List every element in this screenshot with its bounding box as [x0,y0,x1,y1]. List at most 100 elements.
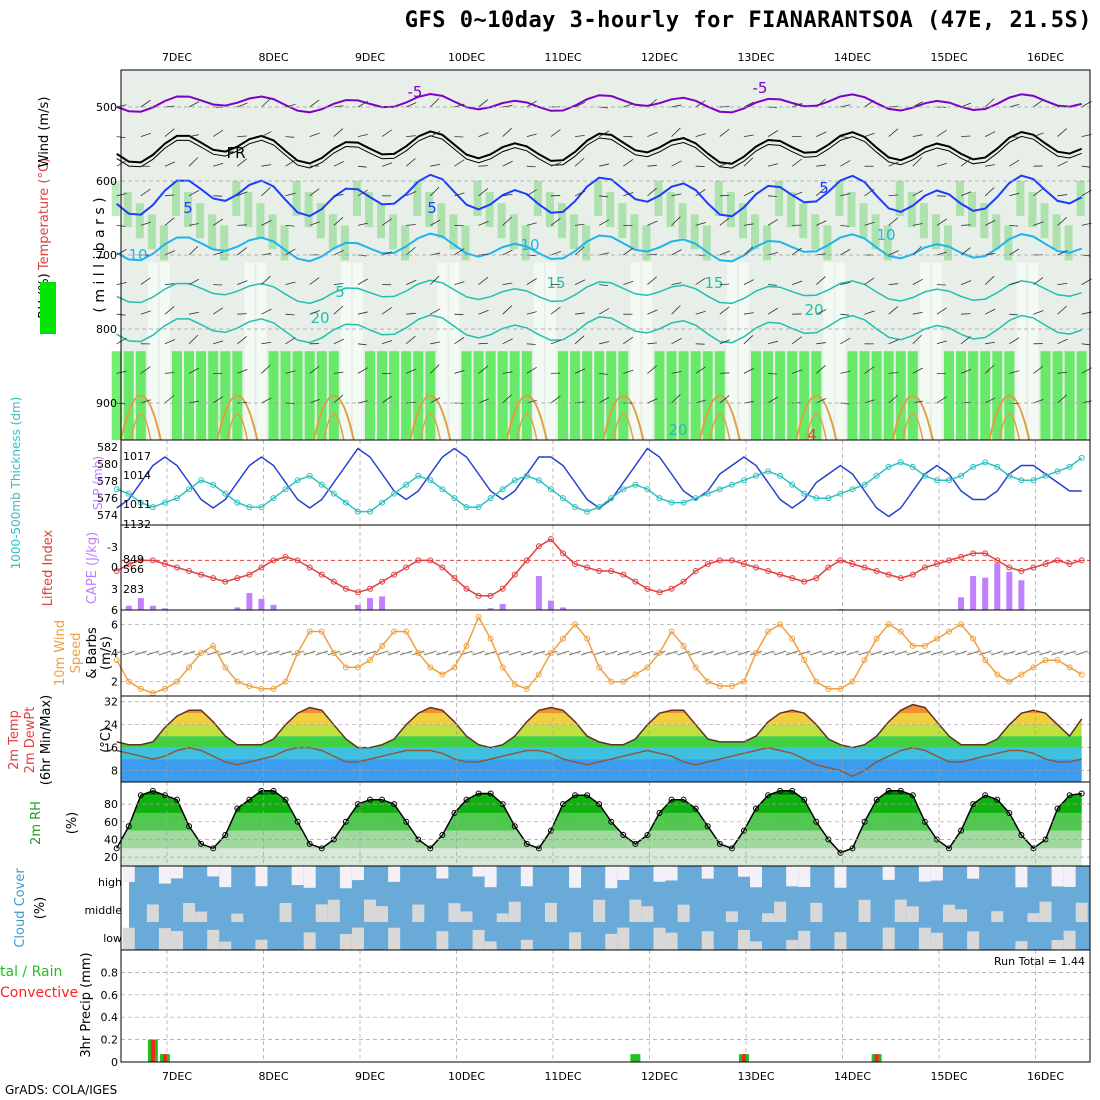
temperature-axis-label: Temperature (°C) [37,158,52,271]
thickness-line-point [994,463,1001,470]
wind-barb [840,104,851,108]
rh-cell [533,262,544,440]
thickness-line-point [1006,472,1013,479]
wind-barb [574,101,586,108]
wind-barb [285,337,296,345]
wind-speed-line-point [415,650,422,656]
rh-line-point [704,823,711,830]
wind-barb [985,253,995,256]
cloud-gap [617,866,630,880]
rh-line-point [644,832,651,839]
rh-line-point [1030,845,1037,852]
wind-barb [743,335,754,345]
wind-speed-line-point [1054,657,1061,664]
wind-barb [671,160,682,167]
contour-30 [998,413,1021,441]
li-line-point [740,560,747,567]
wind-barb [478,276,489,285]
wind-barb [116,281,127,285]
wind-speed-line-point [499,664,506,671]
cloud-gap [665,932,678,950]
contour-label: 5 [183,199,193,217]
wind-barb [430,219,441,226]
date-label-top: 12DEC [641,51,678,64]
surface-barb [472,650,485,656]
wind-barb [695,366,706,374]
wind-barb [212,218,224,226]
rh-cell-mid [618,203,627,239]
cloud-gap [943,904,955,922]
wind-barb [164,283,175,285]
thickness-line-point [149,504,156,511]
li-line-point [463,585,470,592]
rh-cell-mid [545,192,554,228]
surface-barb [508,650,521,656]
wind-barb [671,371,682,374]
wind-speed-line-point [1006,678,1013,685]
wind-barb [502,160,513,167]
rh-line-point [306,840,313,847]
rh-cell-mid [1004,225,1013,261]
contour-25 [505,394,548,441]
surface-barb [146,650,160,656]
thickness-line-point [921,472,928,479]
rh-cell-mid [1064,225,1073,261]
rh-cell [473,351,484,440]
surface-barb [1051,650,1064,656]
wind-barb [406,312,416,315]
wind-barb [1033,99,1044,108]
rh-cell [377,351,388,440]
wind-barb [864,221,875,226]
rh-line-point [113,845,120,852]
wind-barb [381,251,393,256]
wind-speed-line-point [813,678,820,685]
wind-barb [816,131,827,137]
wind-barb [985,164,995,167]
wind-barb [188,223,199,226]
wind-barb [213,340,224,345]
wind-barb [430,341,441,345]
li-line-point [487,592,494,599]
date-label-top: 11DEC [544,51,581,64]
wind-barb [285,136,295,138]
wind-barb [598,219,610,226]
cape-bar [535,576,542,610]
wind-speed-line-point [801,657,808,664]
slp-tick: 1011 [123,498,151,511]
thickness-line-point [306,472,313,479]
temp-tick: 8 [111,765,118,778]
wind-barb [985,341,995,345]
wind-barb [816,164,826,167]
date-label-bottom: 10DEC [448,1070,485,1083]
rh-cell [799,351,810,440]
wind-barb [984,364,995,374]
thickness-line-point [499,486,506,493]
wind-barb [164,250,176,256]
rh-line-point [596,801,603,808]
cloud-gap [544,902,557,922]
wind-barb [840,160,851,167]
rh-line-point [149,787,156,794]
date-label-top: 13DEC [737,51,774,64]
cloud-gap [629,899,642,922]
wind-barb [164,194,175,197]
rh-cell-mid [558,203,566,239]
cloud-gap [279,902,292,922]
wind-barb [406,279,417,285]
thickness-line-point [825,495,832,502]
wind-barb [888,161,899,167]
wind-barb [575,134,585,137]
cloud-gap [412,904,425,922]
cape-bar [379,596,386,610]
contour-label: 5 [819,179,829,197]
rh-line-point [946,845,952,852]
surface-barb [182,650,196,656]
wind-barb [1009,136,1019,138]
cloud-row-label: middle [84,904,122,917]
li-line-point [306,564,313,571]
wind-barb [864,132,875,137]
wind-barb [960,102,972,108]
wind-barb [285,225,295,227]
contour-freezing-2 [116,135,1082,169]
cloud-gap [991,911,1004,922]
